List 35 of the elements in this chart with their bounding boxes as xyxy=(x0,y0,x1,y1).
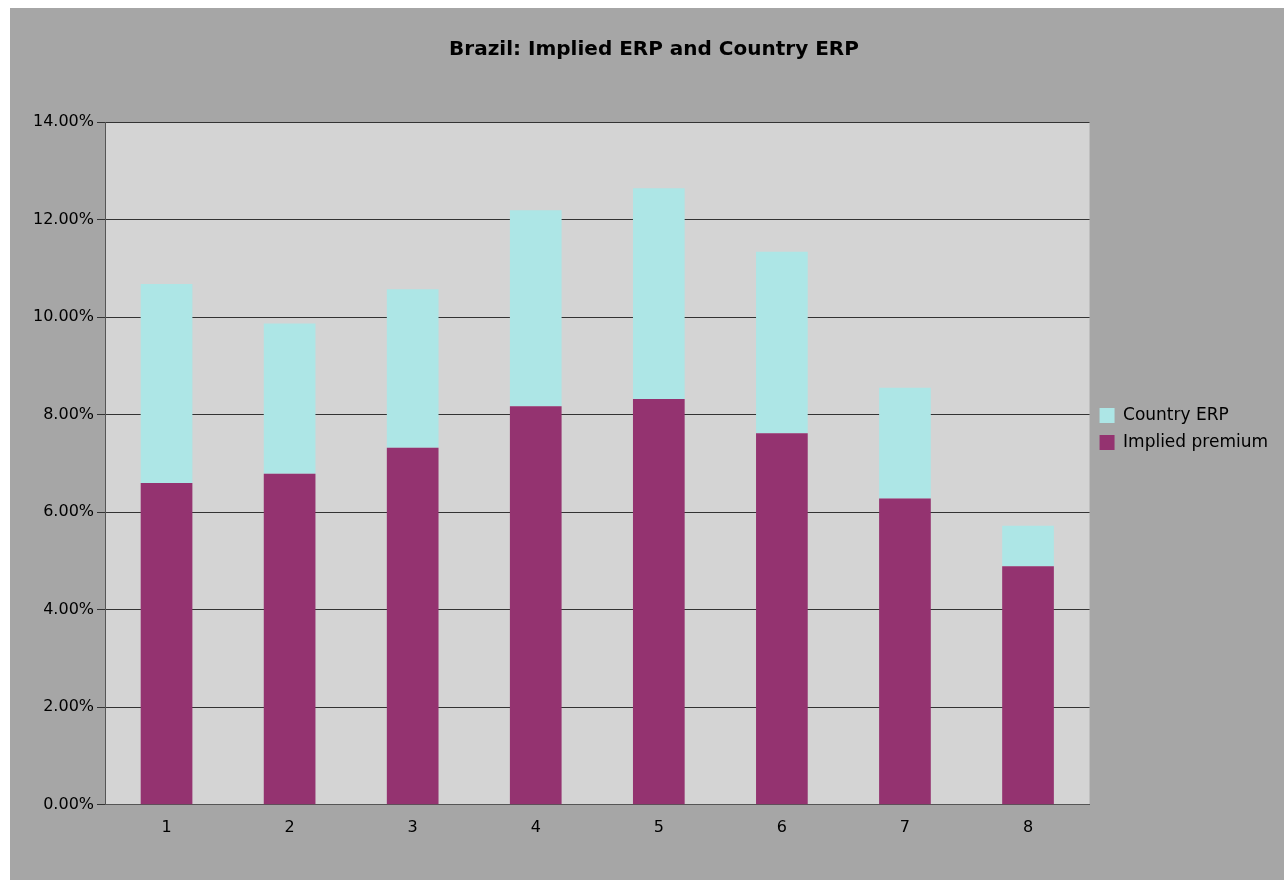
bar xyxy=(263,473,316,805)
bar xyxy=(756,433,808,805)
x-tick-label: 3 xyxy=(407,816,418,836)
bar xyxy=(1002,566,1054,805)
x-tick-label: 5 xyxy=(653,816,664,836)
chart-title: Brazil: Implied ERP and Country ERP xyxy=(449,36,859,61)
x-tick-label: 2 xyxy=(284,816,295,836)
bar xyxy=(632,399,685,805)
x-tick-label: 4 xyxy=(530,816,541,836)
x-tick-label: 6 xyxy=(776,816,787,836)
bar xyxy=(756,251,808,434)
bar xyxy=(386,447,439,805)
bar xyxy=(509,406,562,805)
bar xyxy=(632,188,685,400)
bar xyxy=(1002,525,1054,567)
x-tick-label: 8 xyxy=(1022,816,1034,836)
legend-label: Country ERP xyxy=(1123,403,1229,424)
bar xyxy=(509,210,562,407)
y-tick-label: 14.00% xyxy=(32,111,95,131)
y-tick-label: 6.00% xyxy=(43,501,95,521)
bar xyxy=(140,283,193,483)
bar xyxy=(879,387,931,499)
y-tick-label: 10.00% xyxy=(32,306,95,326)
legend-label: Implied premium xyxy=(1123,430,1268,451)
bar xyxy=(879,498,931,805)
y-tick-label: 12.00% xyxy=(32,208,95,228)
y-tick-label: 8.00% xyxy=(43,403,95,423)
bar xyxy=(263,323,316,474)
bar xyxy=(140,482,193,805)
y-tick-label: 2.00% xyxy=(43,696,95,716)
bar xyxy=(386,289,439,448)
x-tick-label: 1 xyxy=(161,816,172,836)
y-tick-label: 0.00% xyxy=(43,793,95,813)
y-tick-label: 4.00% xyxy=(43,598,95,618)
x-tick-label: 7 xyxy=(899,816,911,836)
